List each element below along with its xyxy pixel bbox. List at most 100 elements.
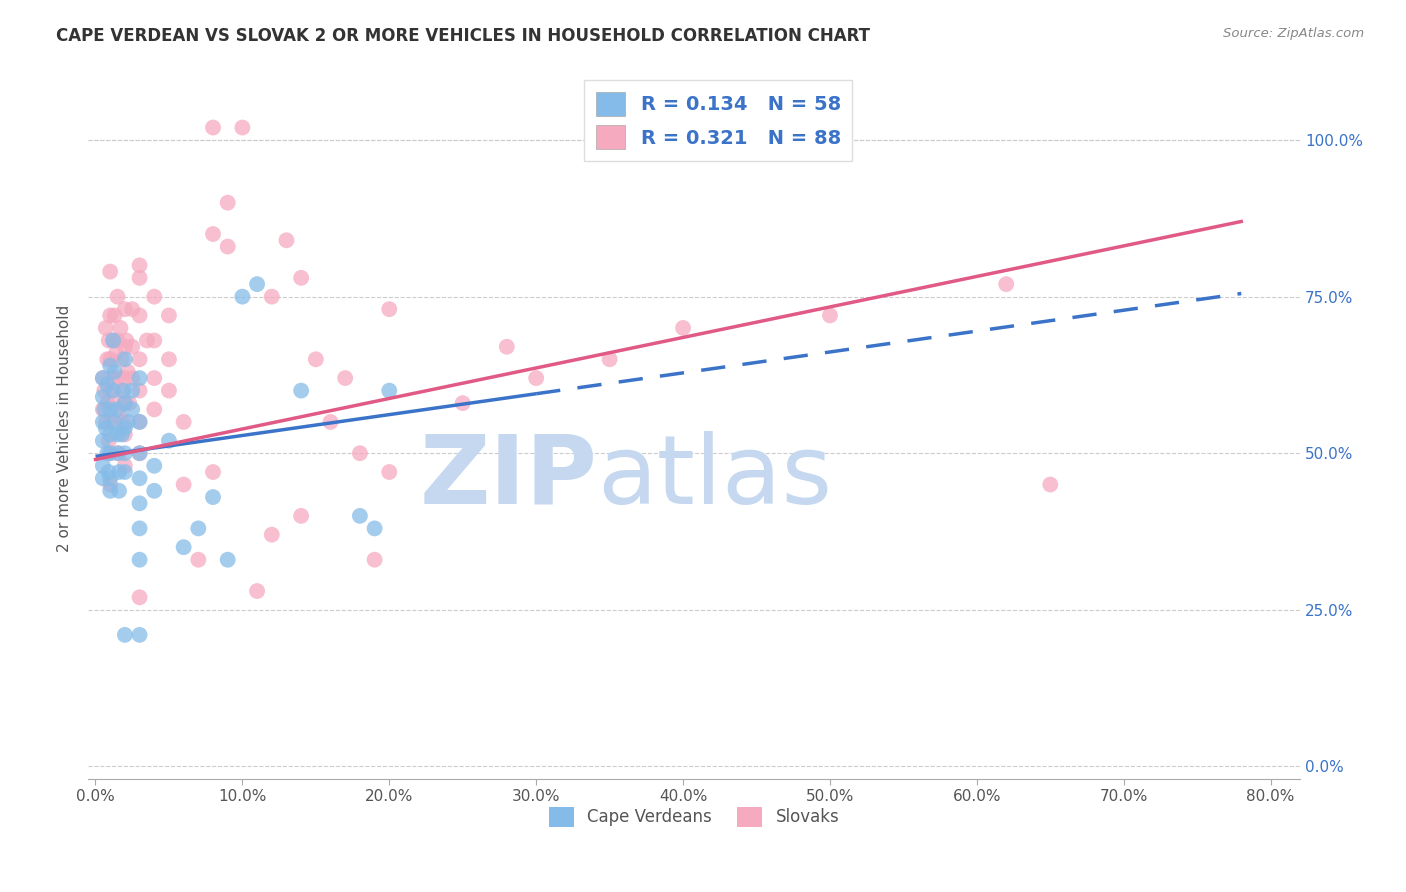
Point (91, 371, 114, 385)
Point (91, 402, 114, 417)
Point (98, 264, 121, 278)
Point (128, 552, 150, 566)
Point (114, 302, 136, 317)
Point (98, 415, 121, 429)
Point (202, 120, 225, 135)
Point (98, 471, 121, 485)
Point (143, 458, 166, 473)
Point (107, 427, 129, 442)
Point (107, 402, 129, 417)
Point (157, 434, 180, 448)
Point (524, 371, 547, 385)
Point (157, 384, 180, 398)
Point (91, 458, 114, 473)
Point (97, 334, 120, 348)
Text: ZIP: ZIP (419, 431, 598, 524)
Point (101, 334, 124, 348)
Point (96, 396, 118, 410)
Point (128, 384, 150, 398)
Point (108, 465, 131, 479)
Point (378, 384, 401, 398)
Point (143, 483, 166, 498)
Point (231, 120, 253, 135)
Point (96, 352, 118, 367)
Point (121, 371, 143, 385)
Point (187, 521, 209, 535)
Point (115, 334, 138, 348)
Point (91, 471, 114, 485)
Point (128, 415, 150, 429)
Point (93, 384, 115, 398)
Point (128, 591, 150, 605)
Point (995, 277, 1018, 292)
Point (93, 402, 115, 417)
Point (98, 427, 121, 442)
Point (107, 334, 129, 348)
Point (98, 483, 121, 498)
Point (110, 321, 132, 335)
Point (173, 477, 195, 491)
Point (217, 552, 239, 566)
Point (599, 352, 621, 367)
Point (114, 352, 136, 367)
Point (187, 552, 209, 566)
Point (290, 384, 312, 398)
Point (231, 290, 253, 304)
Point (107, 446, 129, 460)
Point (143, 371, 166, 385)
Point (104, 415, 127, 429)
Point (378, 465, 401, 479)
Point (97, 434, 120, 448)
Point (98, 446, 121, 460)
Point (128, 496, 150, 510)
Point (117, 365, 139, 379)
Point (121, 384, 143, 398)
Point (114, 340, 136, 354)
Point (98, 477, 121, 491)
Point (94, 321, 117, 335)
Point (94, 421, 117, 435)
Point (121, 402, 143, 417)
Point (114, 465, 136, 479)
Point (117, 415, 139, 429)
Point (98, 446, 121, 460)
Point (495, 340, 517, 354)
Point (91, 434, 114, 448)
Point (128, 446, 150, 460)
Point (112, 415, 135, 429)
Point (276, 233, 298, 247)
Point (98, 384, 121, 398)
Point (108, 409, 131, 423)
Point (128, 628, 150, 642)
Point (108, 446, 131, 460)
Point (101, 384, 124, 398)
Point (96, 377, 118, 392)
Point (363, 552, 385, 566)
Point (128, 371, 150, 385)
Point (98, 309, 121, 323)
Point (1039, 477, 1062, 491)
Point (128, 271, 150, 285)
Text: Source: ZipAtlas.com: Source: ZipAtlas.com (1223, 27, 1364, 40)
Point (98, 352, 121, 367)
Point (143, 290, 166, 304)
Text: atlas: atlas (598, 431, 832, 524)
Point (157, 352, 180, 367)
Point (363, 521, 385, 535)
Point (202, 490, 225, 504)
Point (128, 258, 150, 272)
Point (349, 508, 371, 523)
Point (101, 334, 124, 348)
Point (260, 527, 283, 541)
Point (335, 371, 357, 385)
Point (451, 396, 474, 410)
Point (111, 384, 134, 398)
Point (260, 290, 283, 304)
Point (114, 427, 136, 442)
Point (128, 352, 150, 367)
Point (111, 352, 134, 367)
Point (101, 371, 124, 385)
Point (112, 384, 135, 398)
Point (173, 540, 195, 554)
Point (114, 446, 136, 460)
